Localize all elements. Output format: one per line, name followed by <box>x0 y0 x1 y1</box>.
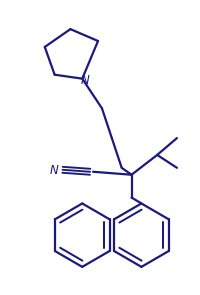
Text: N: N <box>81 74 90 87</box>
Text: N: N <box>49 164 58 177</box>
